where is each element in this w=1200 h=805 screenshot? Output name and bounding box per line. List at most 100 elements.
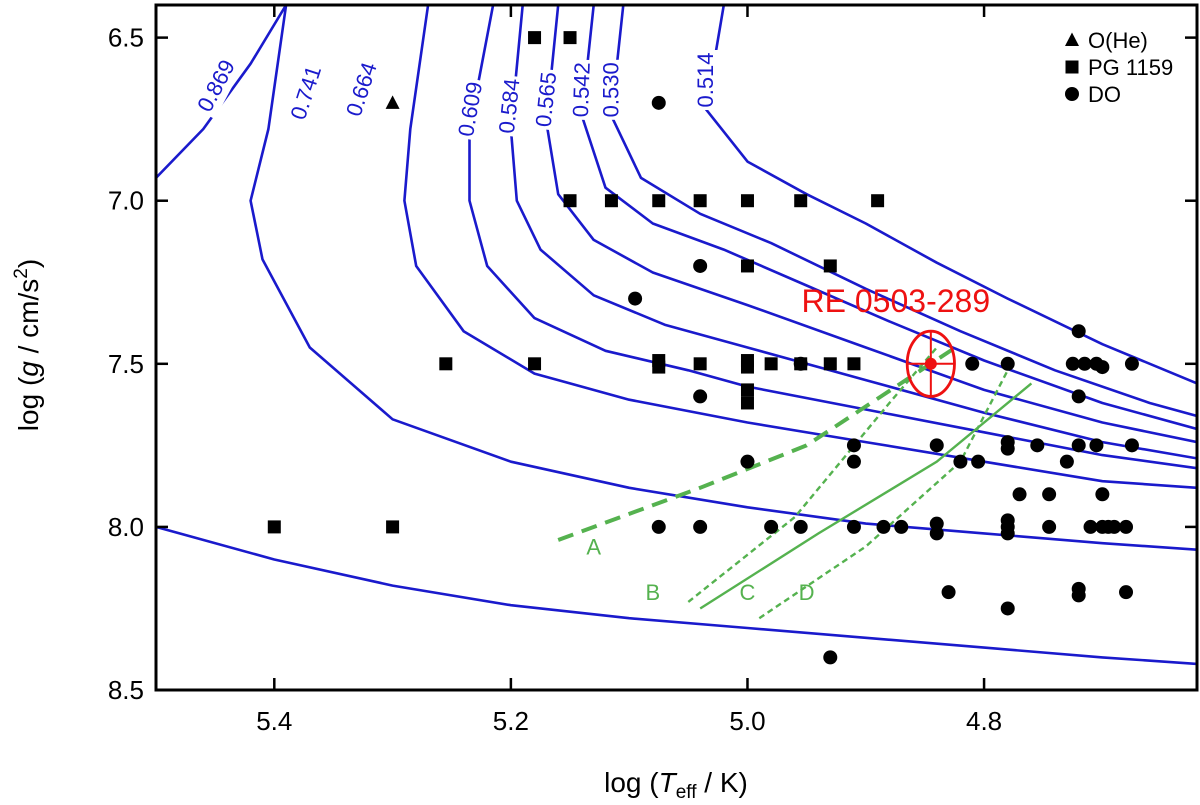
x-axis-label: log (Teff / K) <box>604 767 748 803</box>
x-tick-label: 5.2 <box>493 706 529 736</box>
track-line-0.514 <box>704 5 1197 385</box>
do-point <box>929 516 944 531</box>
line-label-C: C <box>740 580 756 605</box>
pg-1159-point <box>823 357 837 371</box>
do-point <box>1000 601 1015 616</box>
do-point <box>1042 487 1057 502</box>
line-C <box>699 382 1033 610</box>
track-label-text: 0.584 <box>494 77 525 134</box>
do-point <box>941 585 956 600</box>
do-point <box>1124 438 1139 453</box>
track-label-0.664: 0.664 <box>341 57 385 123</box>
track-label-0.741: 0.741 <box>285 60 330 126</box>
track-label-bg <box>341 57 385 123</box>
do-point <box>1071 324 1086 339</box>
do-point <box>651 95 666 110</box>
track-label-bg <box>285 60 330 126</box>
pg-1159-point <box>740 396 754 410</box>
do-point <box>740 454 755 469</box>
y-tick-label: 6.5 <box>108 23 144 53</box>
line-label-B: B <box>645 580 660 605</box>
track-label-0.530: 0.530 <box>598 59 626 120</box>
x-axis-label-prefix: log ( <box>604 767 659 798</box>
track-label-bg <box>453 77 490 142</box>
pg-1159-point <box>652 360 666 374</box>
do-point <box>1124 356 1139 371</box>
line-D <box>758 369 1009 620</box>
track-label-text: 0.609 <box>453 80 487 139</box>
do-point <box>1077 356 1092 371</box>
do-point <box>1042 519 1057 534</box>
do-point <box>1071 438 1086 453</box>
track-label-0.609: 0.609 <box>453 77 490 142</box>
y-axis-label-var: g <box>13 361 44 377</box>
track-labels: 0.869 0.741 0.664 0.609 0.584 0.565 0.542 0.530… <box>191 50 815 605</box>
pg-1159-point <box>693 194 707 208</box>
highlight-point <box>924 357 937 370</box>
do-point <box>693 519 708 534</box>
track-label-0.542: 0.542 <box>568 59 598 121</box>
do-point <box>793 356 808 371</box>
track-line-0.565 <box>545 5 1197 444</box>
line-label-D: D <box>799 580 815 605</box>
y-axis-label-sup: 2 <box>11 268 32 279</box>
do-point <box>1065 356 1080 371</box>
pg-1159-point <box>267 520 281 534</box>
x-axis-label-sub: eff <box>676 782 698 803</box>
y-axis-label: log (g / cm/s2) <box>11 259 44 431</box>
y-axis-label-suffix: / cm/s <box>13 279 44 361</box>
track-line-0.664 <box>403 5 1197 490</box>
do-point <box>1030 438 1045 453</box>
track-label-text: 0.542 <box>568 62 595 118</box>
pg-1159-point <box>823 259 837 273</box>
highlight-label: RE 0503-289 <box>802 283 991 319</box>
pg-1159-point <box>740 383 754 397</box>
y-axis-label-close: ) <box>13 259 44 268</box>
track-label-bg <box>191 53 244 120</box>
do-point <box>846 519 861 534</box>
x-tick-label: 4.8 <box>966 706 1002 736</box>
track-line-0.542 <box>580 5 1197 431</box>
o-he--point <box>385 95 400 109</box>
pg-1159-point <box>563 31 577 45</box>
track-label-bg <box>531 68 564 131</box>
do-point <box>764 519 779 534</box>
legend-label: DO <box>1088 82 1121 107</box>
do-point <box>823 650 838 665</box>
do-point <box>1119 519 1134 534</box>
line-A <box>557 342 962 542</box>
x-axis-label-var: T <box>659 767 678 798</box>
do-point <box>1012 487 1027 502</box>
do-point <box>1107 519 1122 534</box>
legend-label: O(He) <box>1088 28 1148 53</box>
track-label-0.514: 0.514 <box>693 50 721 110</box>
track-label-bg <box>494 74 527 138</box>
track-label-text: 0.514 <box>693 52 718 107</box>
pg-1159-point <box>871 194 885 208</box>
evolutionary-tracks <box>156 5 1197 666</box>
legend-marker-circle <box>1065 87 1079 101</box>
do-point <box>1083 519 1098 534</box>
do-point <box>693 389 708 404</box>
do-point <box>1119 585 1134 600</box>
do-point <box>651 519 666 534</box>
track-label-0.565: 0.565 <box>531 68 564 131</box>
pg-1159-point <box>740 194 754 208</box>
do-point <box>846 438 861 453</box>
track-label-0.584: 0.584 <box>494 74 527 138</box>
pg-1159-point <box>563 194 577 208</box>
plot-frame <box>154 3 1199 692</box>
pg-1159-point <box>386 520 400 534</box>
legend-label: PG 1159 <box>1088 55 1173 80</box>
do-point <box>1071 588 1086 603</box>
do-point <box>1095 487 1110 502</box>
y-tick-label: 8.5 <box>108 675 144 705</box>
do-point <box>953 454 968 469</box>
x-tick-label: 5.4 <box>256 706 292 736</box>
do-point <box>1000 356 1015 371</box>
do-point <box>1071 389 1086 404</box>
track-label-text: 0.530 <box>598 62 623 117</box>
track-line-0.609 <box>468 5 1197 470</box>
